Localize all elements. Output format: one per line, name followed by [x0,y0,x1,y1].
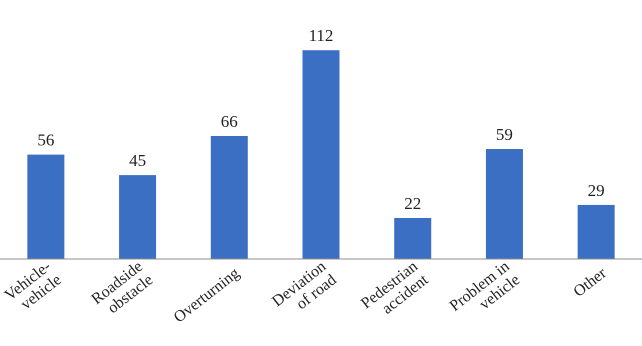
bars-group [27,50,615,260]
x-tick-label-line: Other [571,264,611,300]
bar-deviation-of-road [302,50,340,260]
x-tick-label-problem-in-vehicle: Problem invehicle [447,258,524,328]
data-label-pedestrian-accident: 22 [404,194,421,213]
data-label-deviation-of-road: 112 [309,26,334,45]
x-tick-label-overturning: Overturning [171,265,243,327]
bar-problem-in-vehicle [485,149,523,259]
x-tick-label-vehicle-vehicle: Vehicle-vehicle [2,258,65,318]
bar-other [577,204,615,259]
data-label-overturning: 66 [221,112,238,131]
bar-overturning [210,135,248,259]
x-tick-label-roadside-obstacle: Roadsideobstacle [88,258,156,321]
data-label-roadside-obstacle: 45 [129,151,146,170]
x-tick-labels-group: Vehicle-vehicle Roadsideobstacle Overturni… [2,258,611,328]
bar-vehicle-vehicle [27,154,65,259]
x-tick-label-deviation-of-road: Deviationof road [269,258,340,324]
data-labels-group: 56 45 66 112 22 59 29 [37,26,604,213]
data-label-problem-in-vehicle: 59 [496,125,513,144]
x-tick-label-pedestrian-accident: Pedestrianaccident [358,258,432,326]
bar-pedestrian-accident [394,217,432,259]
data-label-vehicle-vehicle: 56 [37,131,54,150]
x-tick-label-line: Overturning [171,265,243,327]
x-tick-label-other: Other [571,264,611,300]
bar-roadside-obstacle [119,175,157,259]
data-label-other: 29 [588,181,605,200]
